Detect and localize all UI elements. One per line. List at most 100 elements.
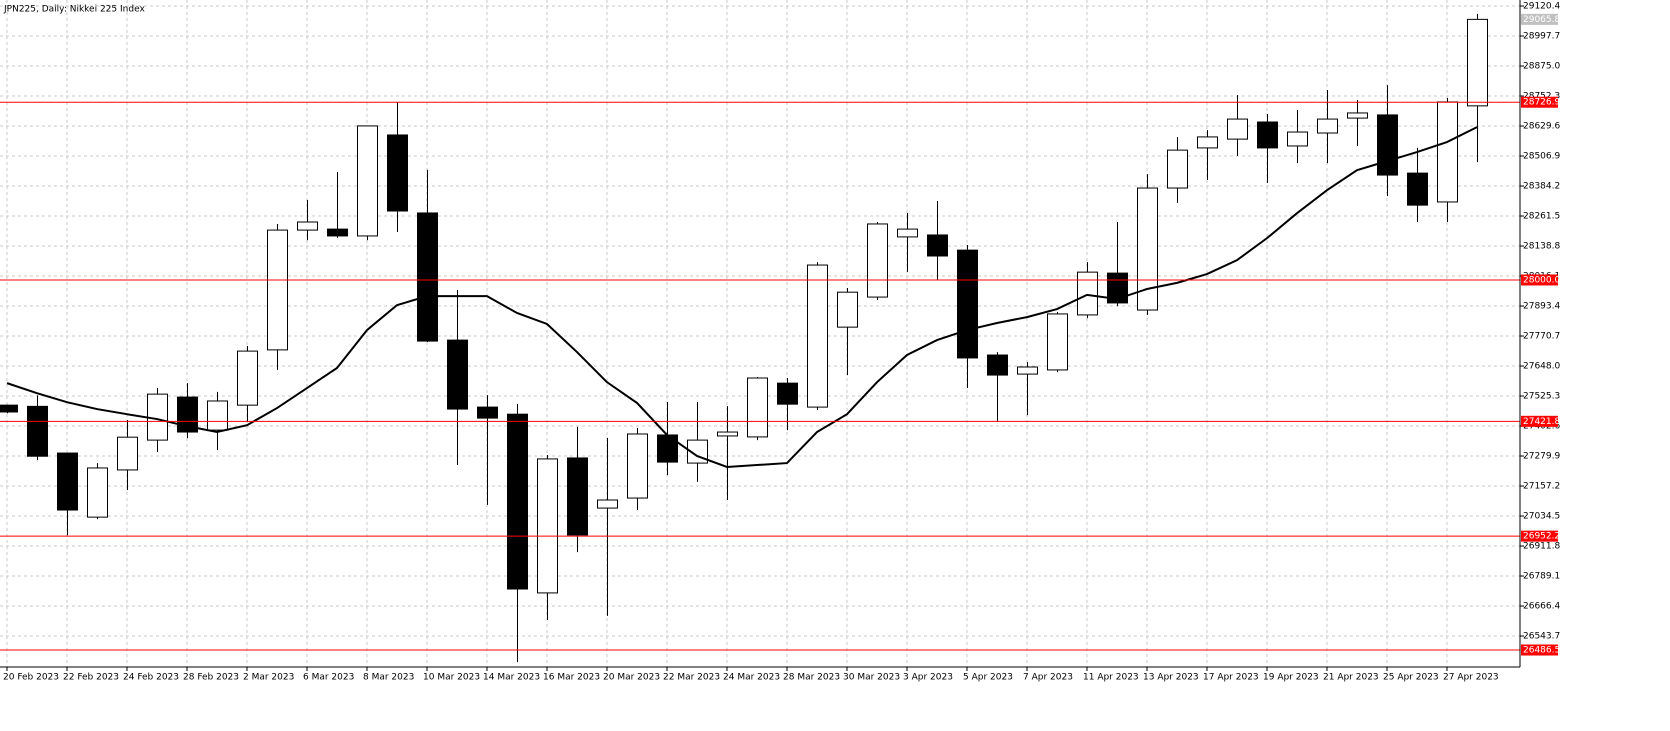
y-tick-label: 26789.1 xyxy=(1523,572,1560,582)
axes: 29120.4 28997.7 28875.0 28752.3 28629.6 28506… xyxy=(3,2,1560,683)
y-tick-label: 27648.0 xyxy=(1523,362,1560,372)
x-tick-label: 3 Apr 2023 xyxy=(903,673,953,683)
x-tick-label: 2 Mar 2023 xyxy=(243,673,294,683)
x-tick-label: 5 Apr 2023 xyxy=(963,673,1013,683)
x-tick-label: 21 Apr 2023 xyxy=(1323,673,1379,683)
x-tick-label: 24 Feb 2023 xyxy=(123,673,179,683)
last-price-label: 29065.8 xyxy=(1523,15,1560,25)
x-tick-label: 22 Feb 2023 xyxy=(63,673,119,683)
price-label-box xyxy=(1521,415,1558,427)
y-tick-label: 29120.4 xyxy=(1523,2,1560,12)
moving-average xyxy=(6,126,1478,469)
y-tick-label: 28875.0 xyxy=(1523,62,1560,72)
candle-body xyxy=(1377,114,1398,176)
candle-body xyxy=(1437,101,1458,203)
x-tick-label: 16 Mar 2023 xyxy=(543,673,600,683)
y-tick-label: 27893.4 xyxy=(1523,302,1560,312)
candle-body xyxy=(417,212,438,342)
y-tick-label: 28752.3 xyxy=(1523,92,1560,102)
candle-body xyxy=(117,436,138,471)
last-price-box xyxy=(1521,13,1558,25)
y-tick-label: 27034.5 xyxy=(1523,512,1560,522)
x-tick-label: 28 Feb 2023 xyxy=(183,673,239,683)
candle-body xyxy=(387,134,408,212)
candle-body xyxy=(987,354,1008,376)
candle-body xyxy=(777,382,798,405)
y-tick-label: 28629.6 xyxy=(1523,122,1560,132)
candle-body xyxy=(207,400,228,431)
candle-body xyxy=(27,405,48,457)
candle-body xyxy=(597,499,618,509)
candle-body xyxy=(1167,149,1188,189)
candle-body xyxy=(1317,118,1338,134)
candle-body xyxy=(237,350,258,406)
x-tick-label: 8 Mar 2023 xyxy=(363,673,414,683)
y-tick-label: 27770.7 xyxy=(1523,332,1560,342)
price-label-box xyxy=(1521,96,1558,108)
candle-body xyxy=(267,229,288,351)
price-label: 27421.8 xyxy=(1523,417,1560,427)
candle-body xyxy=(57,452,78,511)
y-tick-label: 26543.7 xyxy=(1523,632,1560,642)
x-tick-label: 20 Mar 2023 xyxy=(603,673,660,683)
price-label: 28726.9 xyxy=(1523,98,1560,108)
candle-body xyxy=(327,228,348,237)
y-tick-label: 26666.4 xyxy=(1523,602,1560,612)
candle-body xyxy=(537,458,558,594)
x-tick-label: 6 Mar 2023 xyxy=(303,673,354,683)
candle-body xyxy=(1467,18,1488,107)
y-tick-label: 27157.2 xyxy=(1523,482,1560,492)
candle-body xyxy=(1407,172,1428,206)
candle-body xyxy=(177,396,198,433)
candle-body xyxy=(747,377,768,438)
candle-body xyxy=(1347,112,1368,119)
candle-body xyxy=(357,125,378,237)
candle-body xyxy=(927,234,948,257)
y-tick-label: 28261.5 xyxy=(1523,212,1560,222)
candle-body xyxy=(717,431,738,437)
candle-body xyxy=(1287,131,1308,147)
candle-body xyxy=(1197,136,1218,149)
candle-body xyxy=(447,339,468,410)
candle-body xyxy=(807,264,828,408)
candle-body xyxy=(867,223,888,298)
price-label: 28000.0 xyxy=(1523,275,1560,285)
y-tick-label: 28384.2 xyxy=(1523,182,1560,192)
x-tick-label: 17 Apr 2023 xyxy=(1203,673,1259,683)
candle-body xyxy=(477,406,498,419)
grid xyxy=(0,0,1520,667)
chart-title: JPN225, Daily: Nikkei 225 Index xyxy=(3,5,145,15)
x-tick-label: 19 Apr 2023 xyxy=(1263,673,1319,683)
x-tick-label: 24 Mar 2023 xyxy=(723,673,780,683)
candle-body xyxy=(87,467,108,518)
y-tick-label: 28997.7 xyxy=(1523,32,1560,42)
x-tick-label: 22 Mar 2023 xyxy=(663,673,720,683)
candle-body xyxy=(1017,366,1038,375)
candle-body xyxy=(897,228,918,238)
x-tick-label: 25 Apr 2023 xyxy=(1383,673,1439,683)
x-tick-label: 7 Apr 2023 xyxy=(1023,673,1073,683)
y-tick-label: 27525.3 xyxy=(1523,392,1560,402)
x-tick-label: 28 Mar 2023 xyxy=(783,673,840,683)
x-tick-label: 27 Apr 2023 xyxy=(1443,673,1499,683)
x-tick-label: 11 Apr 2023 xyxy=(1083,673,1139,683)
y-tick-label: 27279.9 xyxy=(1523,452,1560,462)
candle-body xyxy=(837,291,858,328)
candle-body xyxy=(507,413,528,590)
x-tick-label: 20 Feb 2023 xyxy=(3,673,59,683)
candle-body xyxy=(1107,272,1128,304)
x-tick-label: 14 Mar 2023 xyxy=(483,673,540,683)
candle-body xyxy=(567,457,588,536)
y-tick-label: 28506.9 xyxy=(1523,152,1560,162)
x-tick-label: 10 Mar 2023 xyxy=(423,673,480,683)
price-label-box xyxy=(1521,644,1558,656)
y-tick-label: 28138.8 xyxy=(1523,242,1560,252)
candle-body xyxy=(0,404,18,413)
candle-body xyxy=(957,249,978,359)
candle-body xyxy=(1257,121,1278,149)
price-label-box xyxy=(1521,274,1558,286)
candle-body xyxy=(627,433,648,499)
price-label: 26952.2 xyxy=(1523,532,1560,542)
